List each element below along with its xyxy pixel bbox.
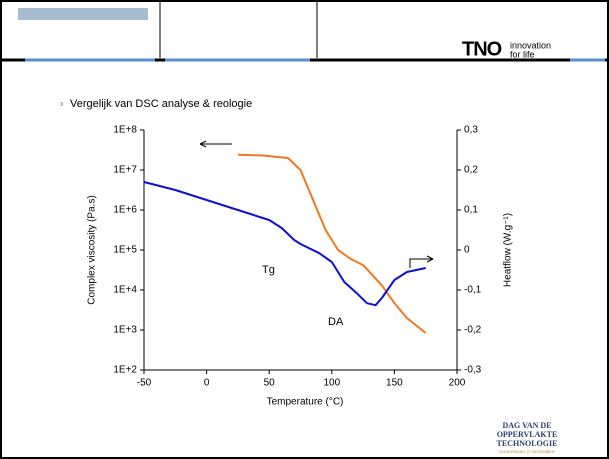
logo-tagline: for life [510,49,535,59]
y-axis-label: Complex viscosity (Pa.s) [87,195,98,304]
y2-tick-label: -0,1 [464,285,482,296]
y2-axis-label: Heatflow (W.g⁻¹) [503,213,514,287]
footer-date: DONDERDAG 27 NOVEMBER [499,449,555,454]
y2-tick-label: 0,2 [464,165,478,176]
bullet-marker: › [60,99,63,110]
y-tick-label: 1E+3 [113,325,137,336]
footer-logo: OPPERVLAKTE [497,430,558,439]
series-line [143,181,426,307]
bullet-text: Vergelijk van DSC analyse & reologie [70,98,252,110]
y-tick-label: 1E+8 [113,125,137,136]
y-tick-label: 1E+5 [113,245,137,256]
y2-tick-label: -0,2 [464,325,482,336]
annotation: DA [328,316,344,328]
y2-tick-label: -0,3 [464,365,482,376]
x-axis-label: Temperature (°C) [267,397,344,408]
logo-tagline: innovation [510,40,551,50]
y2-tick-label: 0 [464,245,470,256]
logo: TNO [462,38,502,60]
x-tick-label: 50 [264,378,276,389]
arrow-right [409,255,434,268]
y-tick-label: 1E+6 [113,205,137,216]
x-tick-label: 200 [449,378,466,389]
x-tick-label: 150 [386,378,403,389]
annotation: Tg [262,264,275,276]
y-tick-label: 1E+4 [113,285,137,296]
x-tick-label: 0 [204,378,210,389]
y2-tick-label: 0,1 [464,205,478,216]
arrow-left [199,140,232,148]
series-line [237,153,427,334]
y-tick-label: 1E+2 [113,365,137,376]
header-photo [18,8,148,20]
x-tick-label: 100 [323,378,340,389]
x-tick-label: -50 [137,378,152,389]
y-tick-label: 1E+7 [113,165,137,176]
y2-tick-label: 0,3 [464,125,478,136]
footer-logo: DAG VAN DE [502,421,551,430]
footer-logo: TECHNOLOGIE [497,439,558,448]
